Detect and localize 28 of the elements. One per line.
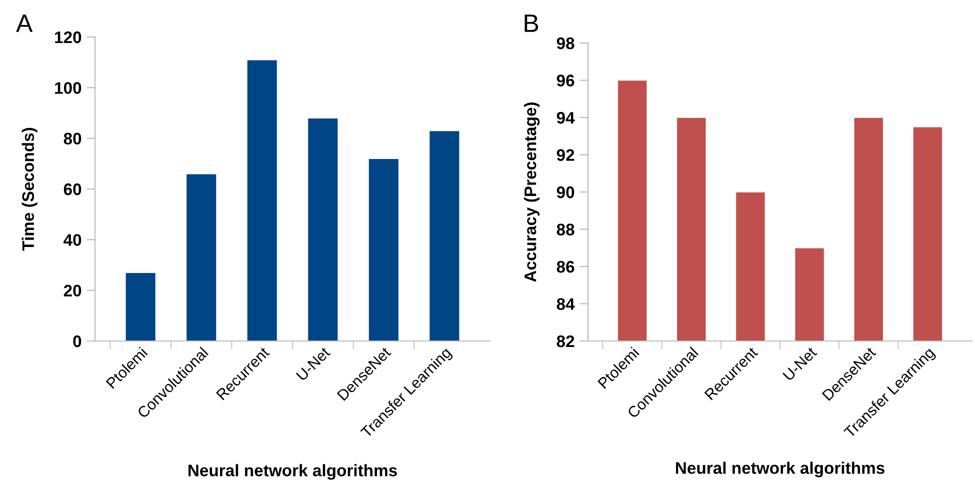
y-tick-label: 96 — [556, 74, 574, 86]
bar — [124, 272, 156, 341]
bar — [428, 130, 460, 341]
y-tick-label: 84 — [556, 298, 575, 310]
y-tick-label: 60 — [64, 183, 82, 196]
y-tick-label: 20 — [64, 284, 82, 297]
bar — [368, 158, 400, 341]
chart-title: A — [16, 14, 33, 32]
chart-title: B — [524, 14, 538, 32]
y-tick-label: 86 — [556, 260, 574, 273]
y-tick-label: 88 — [556, 224, 574, 236]
y-tick-label: 40 — [64, 234, 82, 246]
y-tick-label: 0 — [73, 335, 82, 348]
y-tick-label: 100 — [55, 82, 82, 94]
y-tick-label: 82 — [556, 335, 574, 348]
y-axis-title: Accuracy (Precentage) — [524, 102, 540, 282]
y-tick-label: 90 — [556, 186, 574, 198]
y-axis-title: Time (Seconds) — [22, 128, 38, 251]
bar — [246, 59, 278, 341]
y-tick-label: 80 — [64, 132, 82, 145]
bar — [186, 173, 217, 341]
y-tick-label: 120 — [55, 31, 82, 44]
x-axis-title: Neural network algorithms — [676, 462, 884, 478]
x-axis-title: Neural network algorithms — [188, 464, 397, 480]
y-tick-label: 94 — [556, 112, 575, 124]
bar — [307, 118, 338, 341]
y-tick-label: 92 — [556, 149, 574, 161]
y-tick-label: 98 — [556, 37, 574, 50]
